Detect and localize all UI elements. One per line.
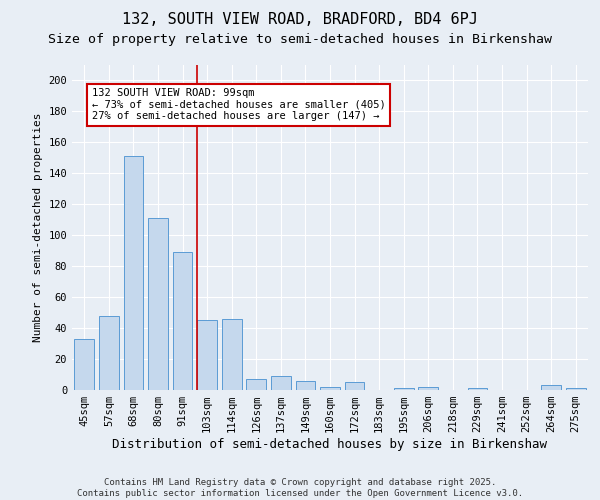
Text: Contains HM Land Registry data © Crown copyright and database right 2025.
Contai: Contains HM Land Registry data © Crown c… [77, 478, 523, 498]
Bar [247, 379, 266, 390]
Bar [467, 388, 487, 390]
Bar [148, 218, 168, 390]
Text: Size of property relative to semi-detached houses in Birkenshaw: Size of property relative to semi-detach… [48, 32, 552, 46]
Bar [99, 316, 119, 390]
Bar [197, 320, 217, 390]
Bar [418, 387, 438, 390]
Bar [345, 382, 364, 390]
Text: 132 SOUTH VIEW ROAD: 99sqm
← 73% of semi-detached houses are smaller (405)
27% o: 132 SOUTH VIEW ROAD: 99sqm ← 73% of semi… [92, 88, 385, 122]
Bar [394, 388, 413, 390]
Bar [173, 252, 193, 390]
Text: 132, SOUTH VIEW ROAD, BRADFORD, BD4 6PJ: 132, SOUTH VIEW ROAD, BRADFORD, BD4 6PJ [122, 12, 478, 28]
Bar [320, 387, 340, 390]
Bar [124, 156, 143, 390]
Y-axis label: Number of semi-detached properties: Number of semi-detached properties [33, 113, 43, 342]
Bar [74, 339, 94, 390]
Bar [271, 376, 290, 390]
Bar [566, 388, 586, 390]
Bar [222, 319, 242, 390]
Bar [296, 380, 315, 390]
X-axis label: Distribution of semi-detached houses by size in Birkenshaw: Distribution of semi-detached houses by … [113, 438, 548, 451]
Bar [541, 386, 561, 390]
